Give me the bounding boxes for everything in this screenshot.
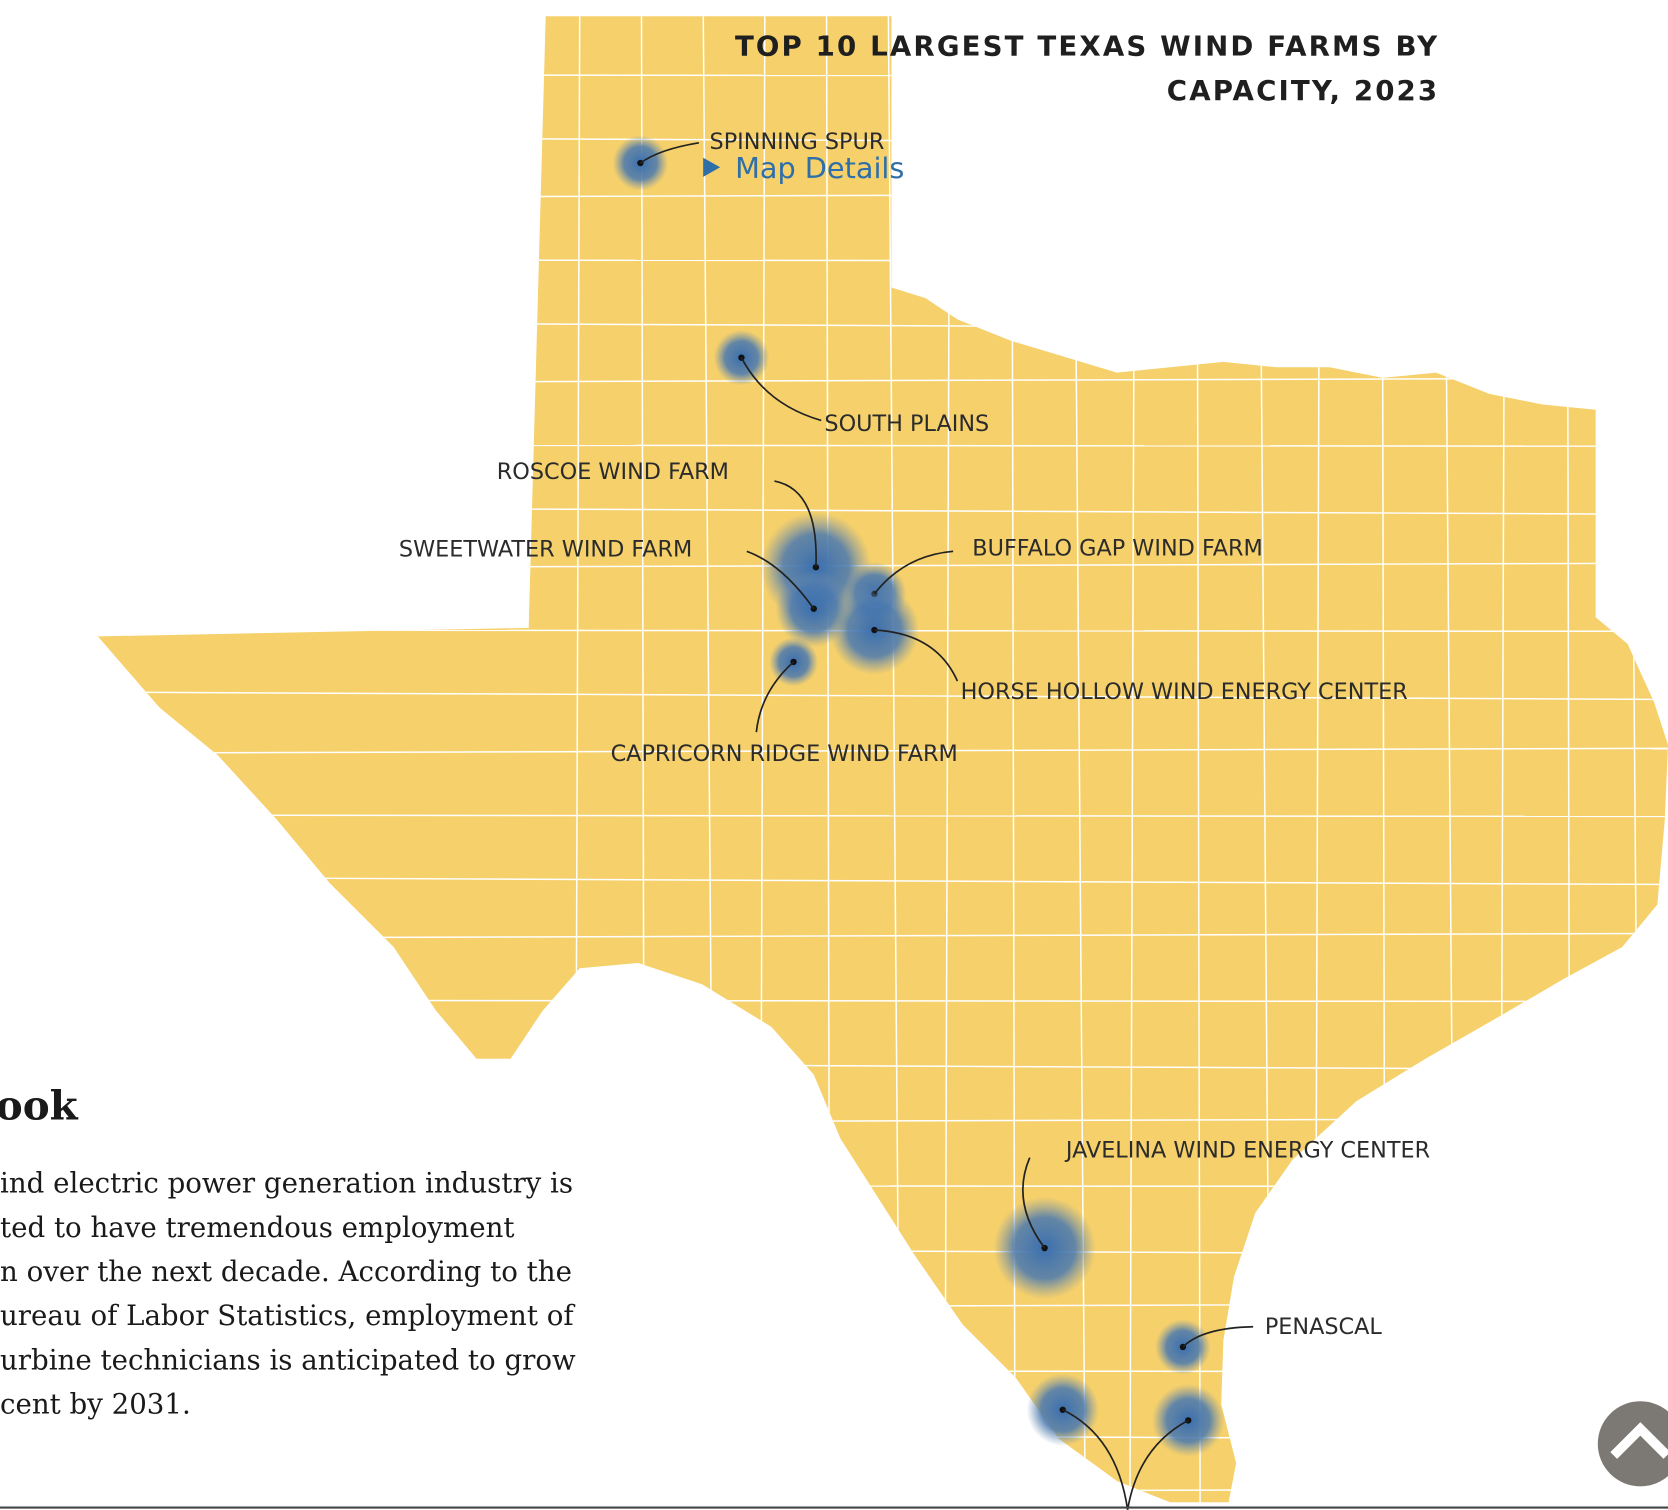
map-title: CAPACITY, 2023 (1167, 74, 1440, 107)
leader-line (740, 357, 822, 422)
farm-label: ROSCOE WIND FARM (497, 459, 729, 485)
map-details-link[interactable]: Map Details (735, 151, 904, 185)
county-line (97, 747, 1668, 755)
wind-farm-dot (812, 564, 820, 571)
county-line (97, 1246, 1668, 1256)
leader-lines (639, 141, 1254, 1510)
paragraph-line: cent by 2031. (0, 1387, 191, 1420)
leader-line (1021, 1157, 1046, 1249)
leader-line (1126, 1419, 1189, 1510)
leader-line (755, 661, 795, 733)
leader-line (1062, 1408, 1129, 1510)
farm-label: CAPRICORN RIDGE WIND FARM (611, 741, 958, 767)
disclosure-triangle (703, 157, 721, 177)
chevron-up-icon (1610, 1422, 1668, 1459)
map-details-toggle[interactable]: Map Details (703, 151, 904, 185)
farm-label: SPINNING SPUR (710, 129, 885, 155)
farm-label: SWEETWATER WIND FARM (399, 537, 692, 563)
paragraph-line: ted to have tremendous employment (0, 1211, 515, 1244)
paragraph-line: ureau of Labor Statistics, employment of (0, 1299, 575, 1332)
paragraph-line: ind electric power generation industry i… (0, 1167, 573, 1200)
farm-label: JAVELINA WIND ENERGY CENTER (1064, 1138, 1430, 1164)
county-line (97, 690, 1668, 701)
farm-label: PENASCAL (1265, 1314, 1383, 1340)
button-circle (1597, 1401, 1668, 1487)
leader-line (746, 550, 815, 610)
leader-line (639, 141, 700, 164)
article-paragraph: ind electric power generation industry i… (0, 1167, 576, 1421)
paragraph-line: urbine technicians is anticipated to gro… (0, 1343, 576, 1376)
county-line (97, 814, 1668, 818)
paragraph-line: n over the next decade. According to the (0, 1255, 572, 1288)
map-title: TOP 10 LARGEST TEXAS WIND FARMS BY (735, 30, 1439, 63)
farm-label: BUFFALO GAP WIND FARM (972, 536, 1263, 562)
leader-line (774, 480, 817, 568)
article-heading: ook (0, 1081, 79, 1129)
county-line (97, 1487, 1668, 1495)
wind-farm-dot (1059, 1406, 1066, 1413)
county-line (97, 259, 1668, 262)
leader-line (1182, 1325, 1254, 1348)
leader-line (873, 550, 954, 595)
leader-line (874, 629, 959, 682)
scroll-to-top-button[interactable] (1597, 1401, 1668, 1487)
county-line (97, 1431, 1668, 1441)
farm-label: HORSE HOLLOW WIND ENERGY CENTER (961, 679, 1408, 705)
farm-label: SOUTH PLAINS (824, 411, 989, 437)
